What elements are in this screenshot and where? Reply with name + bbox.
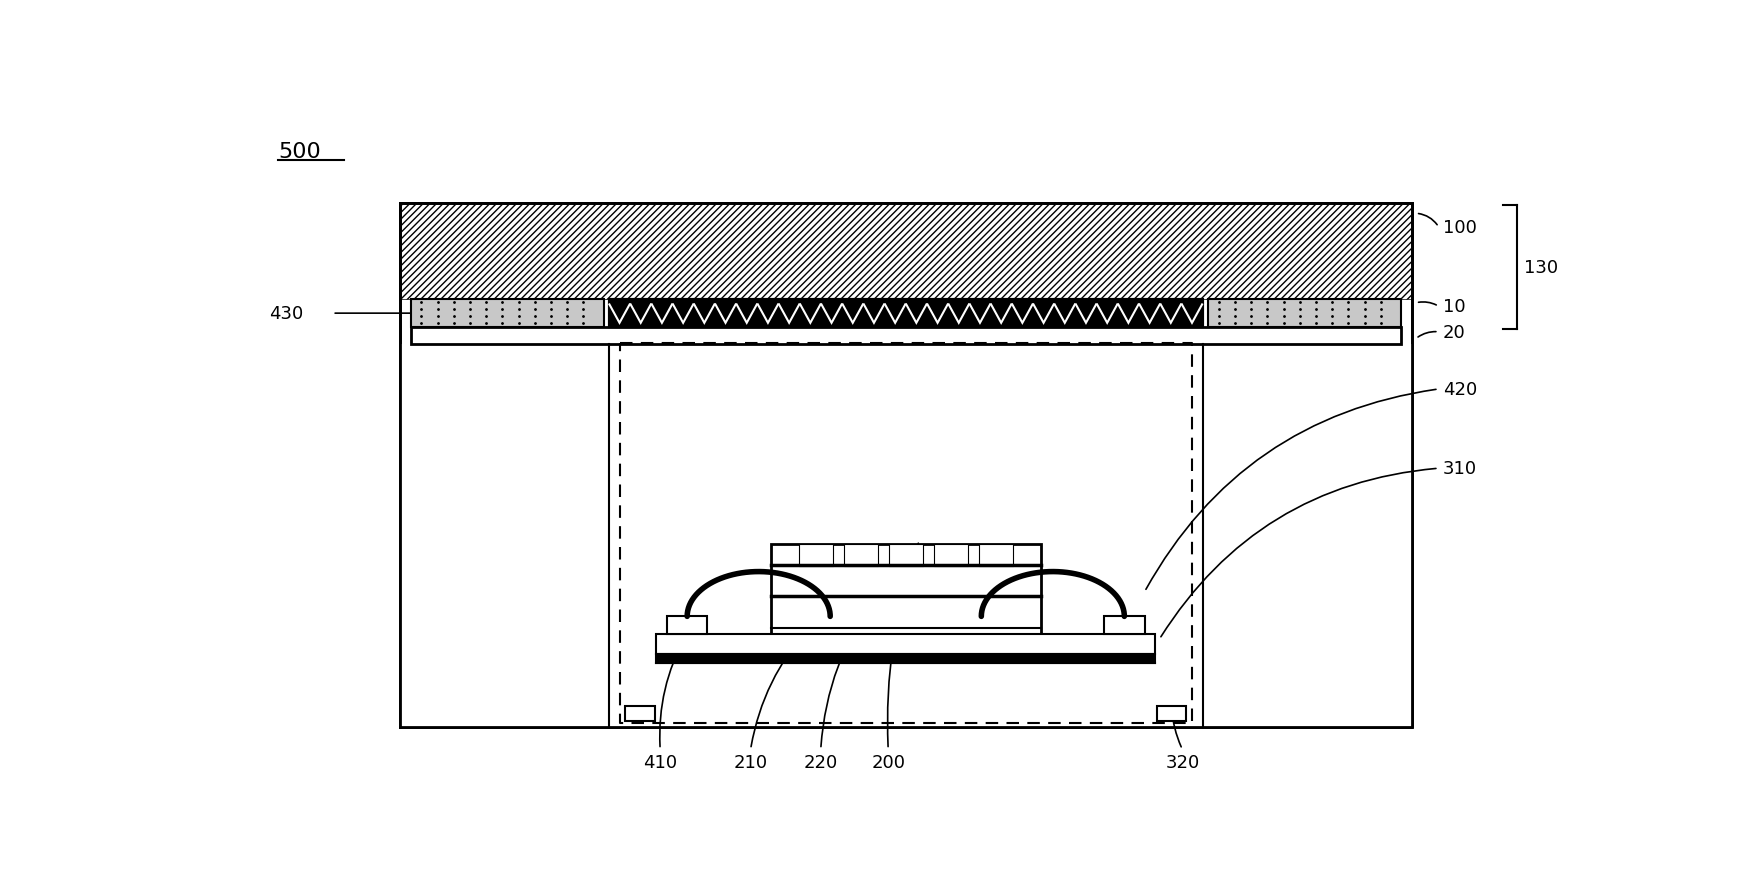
Bar	[1203, 345, 1412, 727]
Text: 20: 20	[1443, 324, 1466, 342]
Text: 220: 220	[804, 753, 837, 771]
Text: 410: 410	[642, 753, 677, 771]
Text: 310: 310	[1443, 460, 1476, 477]
Bar	[771, 544, 1041, 634]
Bar	[1104, 617, 1144, 634]
Bar	[609, 345, 1203, 727]
Text: 420: 420	[1443, 381, 1476, 399]
Bar	[625, 706, 655, 721]
Text: 320: 320	[1165, 753, 1200, 771]
Text: 130: 130	[1523, 258, 1558, 276]
Bar	[844, 544, 877, 567]
Text: 200: 200	[870, 753, 905, 771]
Bar	[656, 656, 1156, 662]
Bar	[1208, 300, 1402, 327]
Bar	[400, 204, 1412, 300]
Text: 430: 430	[268, 305, 303, 323]
Bar	[667, 617, 707, 634]
Text: 10: 10	[1443, 298, 1466, 316]
Text: 500: 500	[279, 142, 320, 162]
Bar	[400, 204, 1412, 727]
Bar	[933, 544, 968, 567]
Bar	[656, 634, 1156, 654]
Bar	[411, 327, 1402, 345]
Bar	[890, 544, 923, 567]
Text: 210: 210	[733, 753, 768, 771]
Bar	[1156, 706, 1186, 721]
Bar	[411, 300, 604, 327]
Bar	[799, 544, 832, 567]
Text: 100: 100	[1443, 219, 1476, 237]
Bar	[400, 345, 609, 727]
Bar	[609, 300, 1203, 327]
Bar	[978, 544, 1013, 567]
